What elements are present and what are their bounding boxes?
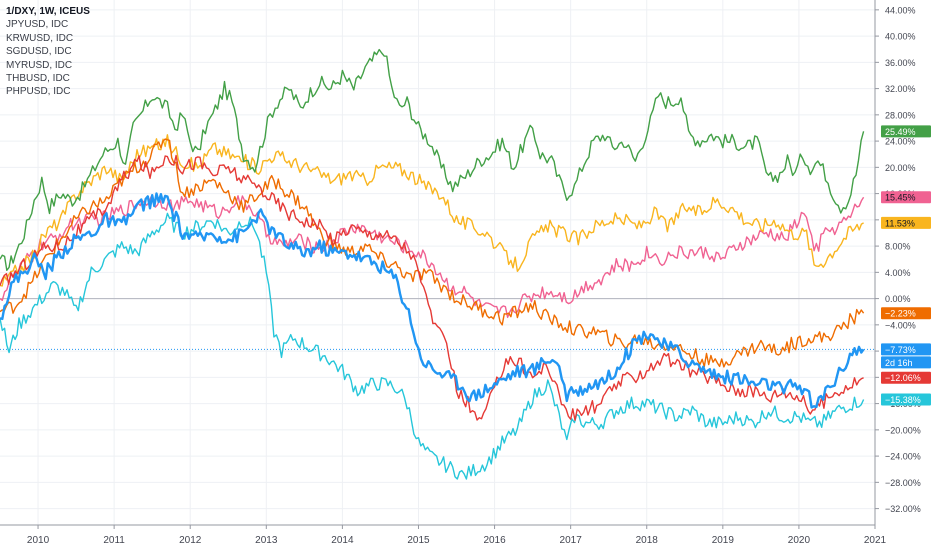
end-label-layer: 25.49% 15.45% 11.53% −2.23% −7.73% 2d 16h −12.…	[881, 125, 931, 406]
series-line	[0, 138, 865, 368]
legend-entry: PHPUSD, IDC	[6, 86, 71, 98]
x-tick-label: 2013	[255, 535, 278, 546]
chart-title: 1/DXY, 1W, ICEUS	[6, 6, 90, 17]
x-tick-label: 2017	[560, 535, 583, 546]
end-value-badge	[881, 307, 931, 320]
chart-legend: 1/DXY, 1W, ICEUS JPYUSD, IDC KRWUSD, IDC…	[6, 5, 90, 99]
y-tick-label: 20.00%	[885, 163, 916, 173]
end-value-label: 25.49%	[885, 127, 916, 137]
legend-entry: THBUSD, IDC	[6, 73, 70, 85]
grid-layer	[0, 0, 876, 525]
end-value-label: 15.45%	[885, 193, 916, 203]
legend-entry: SGDUSD, IDC	[6, 46, 72, 58]
y-tick-label: 44.00%	[885, 5, 916, 15]
countdown-badge	[881, 356, 931, 369]
end-value-label: −15.38%	[885, 395, 921, 405]
legend-entry: MYRUSD, IDC	[6, 59, 73, 71]
x-tick-label: 2012	[179, 535, 202, 546]
legend-entry: JPYUSD, IDC	[6, 19, 69, 31]
x-tick-label: 2018	[636, 535, 659, 546]
y-tick-label: 32.00%	[885, 84, 916, 94]
end-value-badge	[881, 343, 931, 356]
end-value-label: 11.53%	[885, 218, 915, 228]
series-line	[0, 48, 865, 271]
y-tick-label: 4.00%	[885, 268, 911, 278]
y-tick-label: 0.00%	[885, 294, 911, 304]
series-line	[0, 192, 865, 409]
countdown-label: 2d 16h	[885, 358, 913, 368]
y-tick-label: 24.00%	[885, 137, 916, 147]
series-line	[0, 154, 864, 421]
y-tick-label: 8.00%	[885, 242, 911, 252]
series-line	[0, 134, 864, 287]
end-value-badge	[881, 191, 931, 204]
x-tick-label: 2011	[103, 535, 125, 546]
x-tick-label: 2014	[331, 535, 354, 546]
y-tick-label: −20.00%	[885, 425, 921, 435]
y-tick-label: −24.00%	[885, 452, 921, 462]
x-tick-label: 2019	[712, 535, 735, 546]
y-tick-label: −32.00%	[885, 504, 921, 514]
end-value-label: −2.23%	[885, 309, 916, 319]
y-tick-label: 36.00%	[885, 58, 916, 68]
x-tick-label: 2020	[788, 535, 811, 546]
y-tick-label: −28.00%	[885, 478, 921, 488]
end-value-label: −7.73%	[885, 345, 916, 355]
y-tick-label: 40.00%	[885, 32, 916, 42]
end-value-badge	[881, 125, 931, 138]
axis-layer: 44.00% 40.00% 36.00% 32.00% 28.00% 24.00% 20.0…	[0, 0, 921, 546]
y-tick-label: 28.00%	[885, 110, 916, 120]
end-value-badge	[881, 216, 931, 229]
series-line	[0, 212, 865, 480]
end-value-badge	[881, 393, 931, 406]
x-tick-label: 2015	[407, 535, 430, 546]
x-tick-label: 2021	[864, 535, 887, 546]
y-tick-label: −4.00%	[885, 320, 916, 330]
x-tick-label: 2016	[483, 535, 506, 546]
series-layer	[0, 48, 865, 480]
legend-entry: KRWUSD, IDC	[6, 32, 74, 44]
x-tick-label: 2010	[27, 535, 50, 546]
end-value-label: −12.06%	[885, 373, 921, 383]
end-value-badge	[881, 371, 931, 384]
